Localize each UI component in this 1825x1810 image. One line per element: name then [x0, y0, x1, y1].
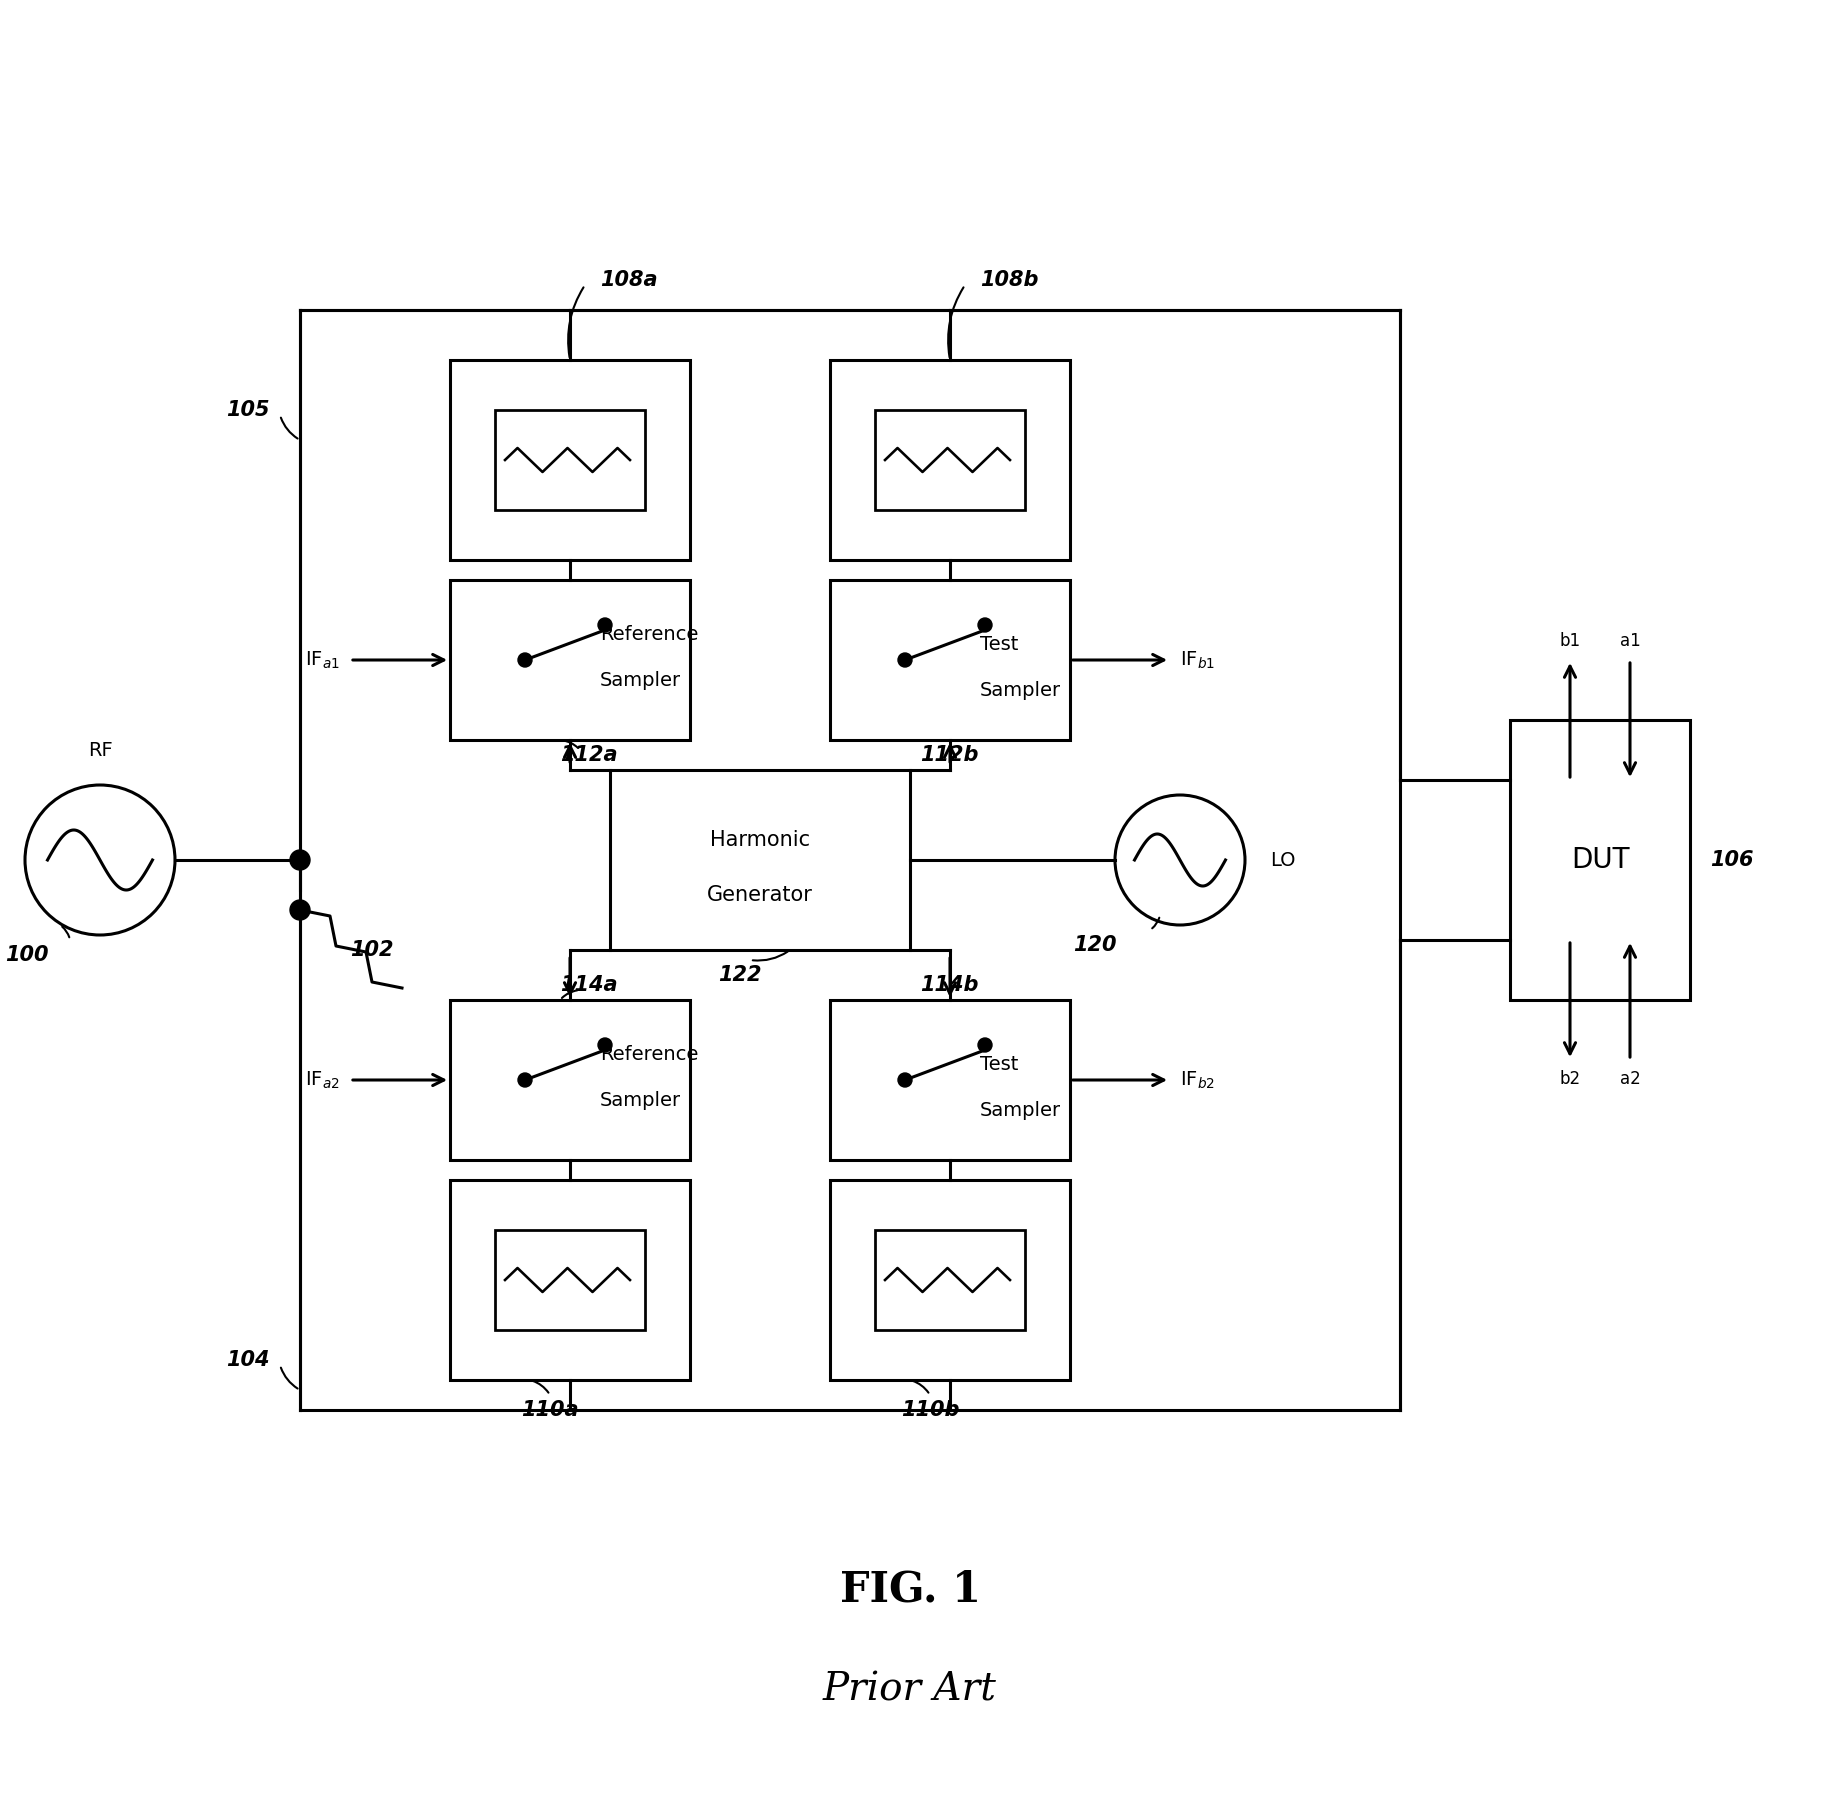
Text: Harmonic: Harmonic: [710, 831, 810, 851]
Text: Sampler: Sampler: [980, 681, 1060, 699]
Text: a2: a2: [1619, 1070, 1641, 1088]
Text: Sampler: Sampler: [600, 670, 681, 690]
Text: 114b: 114b: [920, 976, 978, 996]
Text: 110b: 110b: [902, 1399, 960, 1421]
Polygon shape: [451, 360, 690, 559]
Polygon shape: [451, 1180, 690, 1379]
Text: b2: b2: [1559, 1070, 1580, 1088]
Circle shape: [599, 1037, 611, 1052]
Polygon shape: [830, 579, 1069, 740]
Circle shape: [290, 900, 310, 919]
Text: 100: 100: [5, 945, 49, 965]
Polygon shape: [1509, 720, 1690, 999]
Circle shape: [898, 1073, 912, 1088]
Text: IF$_{b1}$: IF$_{b1}$: [1181, 650, 1215, 672]
Text: IF$_{a1}$: IF$_{a1}$: [305, 650, 339, 672]
Text: 104: 104: [226, 1350, 270, 1370]
Circle shape: [978, 617, 993, 632]
Text: 108a: 108a: [600, 270, 657, 290]
Polygon shape: [495, 1231, 644, 1330]
Text: 122: 122: [719, 965, 761, 985]
Polygon shape: [830, 999, 1069, 1160]
Text: 102: 102: [350, 939, 394, 959]
Polygon shape: [610, 769, 911, 950]
Polygon shape: [830, 1180, 1069, 1379]
Text: IF$_{b2}$: IF$_{b2}$: [1181, 1070, 1215, 1091]
Text: Reference: Reference: [600, 626, 699, 644]
Text: IF$_{a2}$: IF$_{a2}$: [305, 1070, 339, 1091]
Text: FIG. 1: FIG. 1: [840, 1569, 980, 1611]
Text: Prior Art: Prior Art: [823, 1671, 996, 1709]
Polygon shape: [451, 999, 690, 1160]
Circle shape: [290, 851, 310, 871]
Text: Sampler: Sampler: [600, 1090, 681, 1110]
Text: 114a: 114a: [560, 976, 617, 996]
Text: LO: LO: [1270, 851, 1296, 869]
Text: Generator: Generator: [706, 885, 812, 905]
Polygon shape: [495, 411, 644, 510]
Text: Sampler: Sampler: [980, 1100, 1060, 1120]
Polygon shape: [830, 360, 1069, 559]
Text: 106: 106: [1710, 851, 1754, 871]
Text: Reference: Reference: [600, 1046, 699, 1064]
Text: 110a: 110a: [522, 1399, 579, 1421]
Text: RF: RF: [88, 740, 113, 760]
Polygon shape: [874, 1231, 1026, 1330]
Circle shape: [898, 653, 912, 668]
Circle shape: [518, 1073, 533, 1088]
Text: DUT: DUT: [1571, 845, 1630, 874]
Text: b1: b1: [1559, 632, 1580, 650]
Text: 105: 105: [226, 400, 270, 420]
Polygon shape: [874, 411, 1026, 510]
Polygon shape: [451, 579, 690, 740]
Text: a1: a1: [1619, 632, 1641, 650]
Text: Test: Test: [980, 635, 1018, 655]
Text: 108b: 108b: [980, 270, 1038, 290]
Text: Test: Test: [980, 1055, 1018, 1075]
Circle shape: [978, 1037, 993, 1052]
Circle shape: [518, 653, 533, 668]
Text: 112a: 112a: [560, 746, 617, 766]
Text: 120: 120: [1073, 936, 1117, 956]
Text: 112b: 112b: [920, 746, 978, 766]
Circle shape: [599, 617, 611, 632]
